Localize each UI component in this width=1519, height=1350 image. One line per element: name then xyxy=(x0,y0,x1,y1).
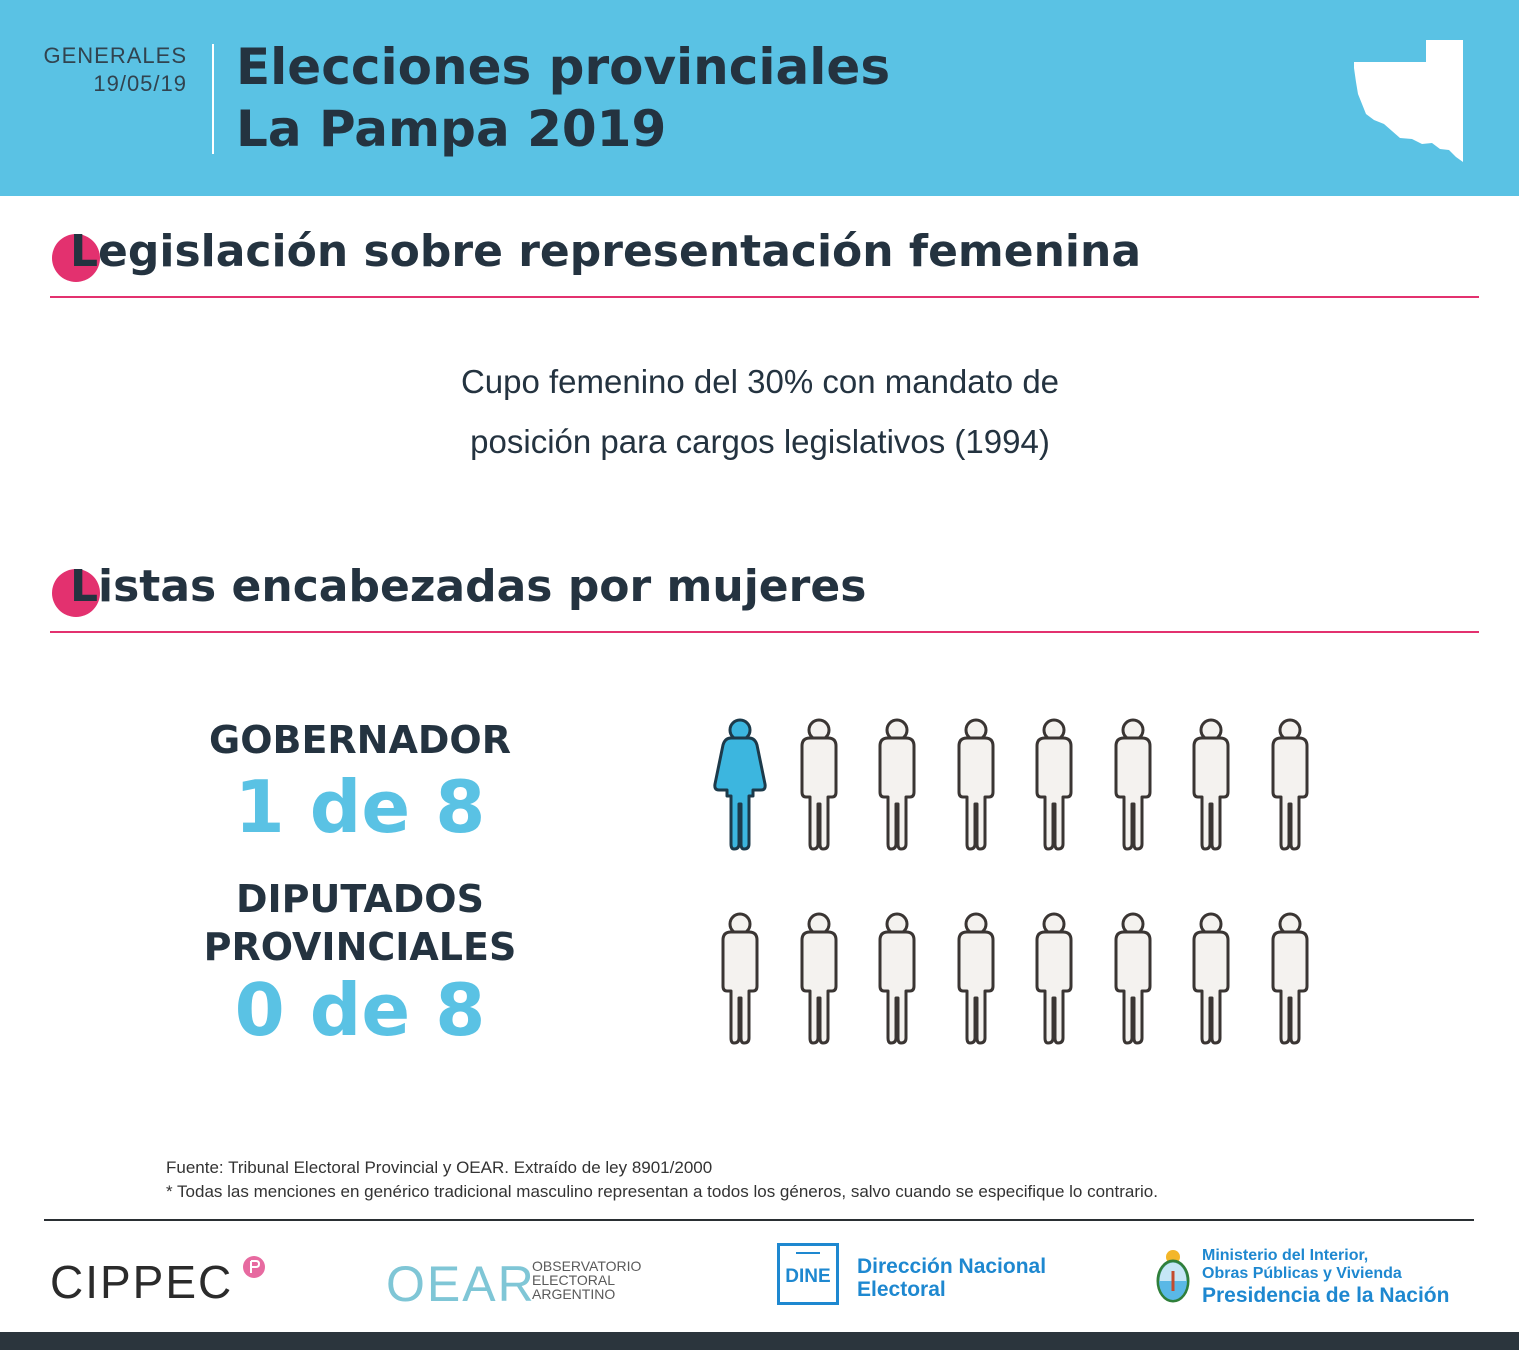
header-banner: GENERALES 19/05/19 Elecciones provincial… xyxy=(0,0,1519,196)
oear-logo: OEAR OBSERVATORIO ELECTORAL ARGENTINO xyxy=(386,1255,641,1313)
man-icon xyxy=(1035,718,1073,851)
footer-divider xyxy=(44,1219,1474,1221)
dine-caption-line1: Dirección Nacional xyxy=(857,1255,1047,1278)
row-label-diputados-line2: PROVINCIALES xyxy=(203,925,517,969)
bottom-bar xyxy=(0,1332,1519,1350)
oear-logo-caption: OBSERVATORIO ELECTORAL ARGENTINO xyxy=(532,1259,641,1301)
man-icon xyxy=(878,912,916,1045)
ministry-caption-line2: Obras Públicas y Vivienda xyxy=(1202,1265,1402,1282)
pink-bullet xyxy=(52,569,100,617)
dine-box-bar xyxy=(796,1252,820,1254)
dine-caption-line2: Electoral xyxy=(857,1278,946,1301)
dine-logo-caption: Dirección Nacional Electoral xyxy=(857,1255,1046,1301)
row-label-diputados-line1: DIPUTADOS xyxy=(236,877,484,921)
section-title-legislation: Legislación sobre representación femenin… xyxy=(50,226,1141,282)
election-type: GENERALES 19/05/19 xyxy=(44,42,188,98)
oear-caption-line2: ELECTORAL xyxy=(532,1272,615,1288)
man-icon xyxy=(1114,718,1151,851)
page-title-line1: Elecciones provinciales xyxy=(236,38,891,96)
cippec-logo-text: CIPPEC xyxy=(50,1256,234,1308)
legislation-summary: Cupo femenino del 30% con mandato de pos… xyxy=(260,352,1260,472)
dine-logo: DINE Dirección Nacional Electoral xyxy=(777,1243,1046,1305)
man-icon xyxy=(1192,912,1230,1045)
section-title-lists: Listas encabezadas por mujeres xyxy=(50,561,866,617)
man-icon xyxy=(800,718,837,851)
man-icon xyxy=(1114,912,1151,1045)
header-divider xyxy=(212,44,214,154)
man-icon xyxy=(721,912,759,1045)
cippec-logo: CIPPEC xyxy=(50,1255,265,1309)
source-note: Fuente: Tribunal Electoral Provincial y … xyxy=(166,1156,1158,1204)
dine-logo-text: DINE xyxy=(785,1266,831,1287)
section-divider xyxy=(50,296,1479,298)
section-divider xyxy=(50,631,1479,633)
election-type-label: GENERALES xyxy=(43,43,187,68)
man-icon xyxy=(1035,912,1073,1045)
ministry-logo: Ministerio del Interior, Obras Públicas … xyxy=(1154,1247,1449,1309)
coat-of-arms-icon xyxy=(1156,1250,1190,1303)
gender-note: * Todas las menciones en genérico tradic… xyxy=(166,1182,1158,1201)
man-icon xyxy=(1271,718,1308,851)
ministry-logo-caption: Ministerio del Interior, Obras Públicas … xyxy=(1202,1247,1449,1309)
page-title: Elecciones provinciales La Pampa 2019 xyxy=(236,36,890,160)
man-icon xyxy=(1192,718,1230,851)
woman-icon xyxy=(713,718,767,851)
count-gobernador: 1 de 8 xyxy=(234,765,486,849)
source-text: Fuente: Tribunal Electoral Provincial y … xyxy=(166,1158,713,1177)
man-icon xyxy=(878,718,916,851)
page-title-line2: La Pampa 2019 xyxy=(236,100,667,158)
man-icon xyxy=(800,912,837,1045)
oear-logo-text: OEAR xyxy=(386,1256,536,1312)
la-pampa-map-icon xyxy=(1354,40,1463,162)
man-icon xyxy=(957,912,994,1045)
figure-row-gobernador xyxy=(700,718,1340,858)
dine-logo-box: DINE xyxy=(777,1243,839,1305)
pink-bullet xyxy=(52,234,100,282)
count-diputados: 0 de 8 xyxy=(234,968,486,1052)
row-label-diputados: DIPUTADOS PROVINCIALES xyxy=(160,875,560,971)
ministry-caption-line1: Ministerio del Interior, xyxy=(1202,1247,1369,1264)
man-icon xyxy=(1271,912,1308,1045)
election-date: 19/05/19 xyxy=(93,71,187,96)
oear-caption-line1: OBSERVATORIO xyxy=(532,1258,642,1274)
legislation-line1: Cupo femenino del 30% con mandato de xyxy=(460,363,1060,400)
oear-caption-line3: ARGENTINO xyxy=(532,1286,616,1302)
figure-row-diputados xyxy=(700,912,1340,1052)
legislation-line2: posición para cargos legislativos (1994) xyxy=(470,423,1050,460)
man-icon xyxy=(957,718,994,851)
row-label-gobernador: GOBERNADOR xyxy=(209,718,511,762)
ministry-caption-line3: Presidencia de la Nación xyxy=(1202,1284,1450,1307)
cippec-badge-icon xyxy=(243,1256,265,1278)
